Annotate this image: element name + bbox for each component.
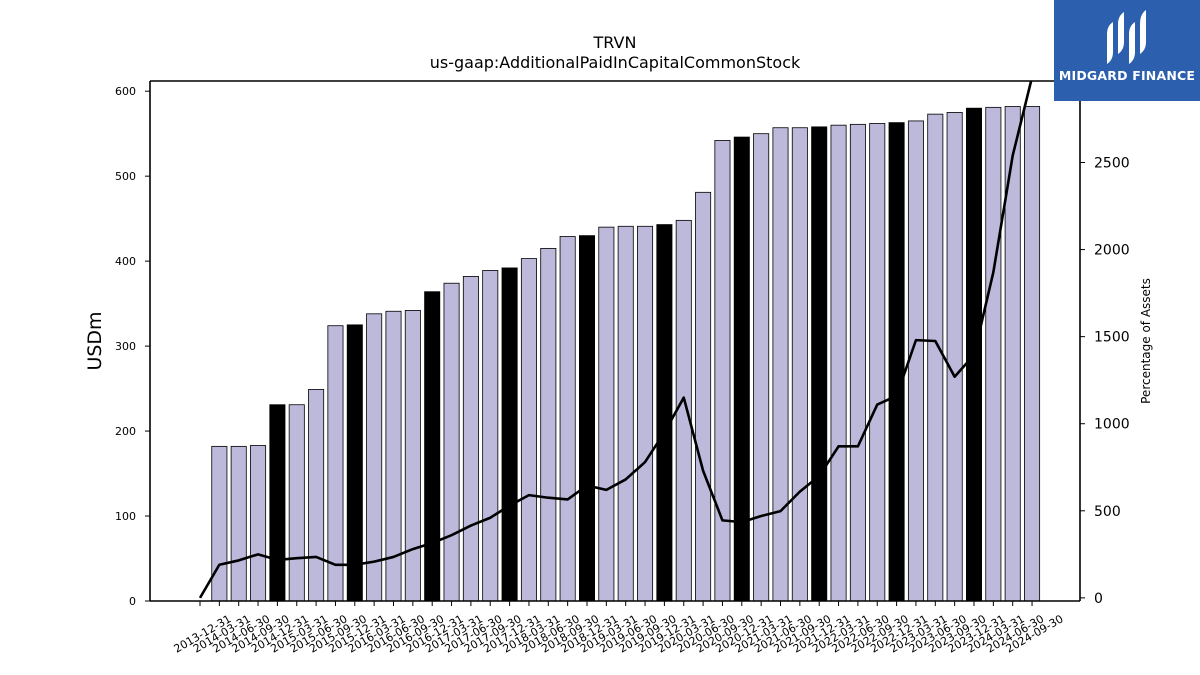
y-tick-label: 300	[115, 340, 136, 353]
percentage-line	[198, 81, 1033, 599]
y2-axis-label: Percentage of Assets	[1139, 278, 1153, 404]
midgard-logo-icon	[1107, 10, 1146, 64]
brand-logo: MIDGARD FINANCE	[1054, 0, 1200, 101]
bar	[811, 126, 828, 602]
bar	[617, 225, 634, 602]
bar	[869, 123, 886, 602]
bar	[695, 191, 712, 602]
bar	[733, 136, 750, 602]
y2-tick-label: 0	[1094, 591, 1103, 607]
y-tick-label: 400	[115, 255, 136, 268]
chart-title: TRVN	[593, 33, 637, 52]
bar	[424, 291, 441, 602]
y2-tick-label: 1000	[1094, 417, 1130, 433]
bar	[985, 106, 1002, 602]
y2-tick-label: 2500	[1094, 156, 1130, 172]
bar	[269, 404, 286, 602]
bar	[579, 235, 596, 602]
bar	[211, 445, 228, 602]
bar	[443, 282, 460, 602]
bar	[540, 247, 557, 602]
bar	[346, 324, 363, 602]
bar	[791, 127, 808, 602]
plot-frame	[149, 80, 1081, 602]
brand-name: MIDGARD FINANCE	[1058, 68, 1196, 83]
bar	[675, 219, 692, 602]
bar	[462, 276, 479, 602]
chart-subtitle: us-gaap:AdditionalPaidInCapitalCommonSto…	[430, 53, 801, 72]
bar	[888, 122, 905, 602]
y-tick-label: 600	[115, 85, 136, 98]
y2-tick-label: 500	[1094, 504, 1121, 520]
y2-tick-label: 2000	[1094, 243, 1130, 259]
bar	[927, 113, 944, 602]
bar	[598, 226, 615, 602]
bar	[714, 140, 731, 602]
bar	[308, 389, 325, 602]
bar	[1024, 106, 1041, 602]
bar	[366, 313, 383, 602]
bar	[656, 224, 673, 602]
bar	[753, 133, 770, 602]
x-axis: 2013-12-312014-03-312014-06-302014-09-30…	[172, 601, 1066, 656]
bar	[946, 112, 963, 602]
y-tick-label: 200	[115, 425, 136, 438]
bar	[404, 310, 421, 602]
y2-tick-label: 1500	[1094, 330, 1130, 346]
bar	[830, 124, 847, 602]
bar	[637, 225, 654, 602]
y-tick-label: 100	[115, 510, 136, 523]
bar-series	[211, 106, 1041, 602]
y-tick-label: 0	[129, 595, 136, 608]
y-tick-label: 500	[115, 170, 136, 183]
bar	[250, 445, 267, 602]
bar	[501, 267, 518, 602]
bar	[482, 270, 499, 602]
bar	[907, 120, 924, 602]
line-series	[198, 81, 1033, 599]
bar	[520, 258, 537, 602]
y-axis-label: USDm	[84, 311, 106, 370]
bar	[772, 127, 789, 602]
bar	[288, 404, 305, 602]
bar	[327, 325, 344, 602]
bar	[849, 123, 866, 602]
bar	[230, 445, 247, 602]
bar	[559, 236, 576, 602]
y-axis-left: 0 100 200 300 400 500 600	[115, 85, 150, 608]
y-axis-right: 0 500 1000 1500 2000 2500	[1080, 156, 1130, 607]
